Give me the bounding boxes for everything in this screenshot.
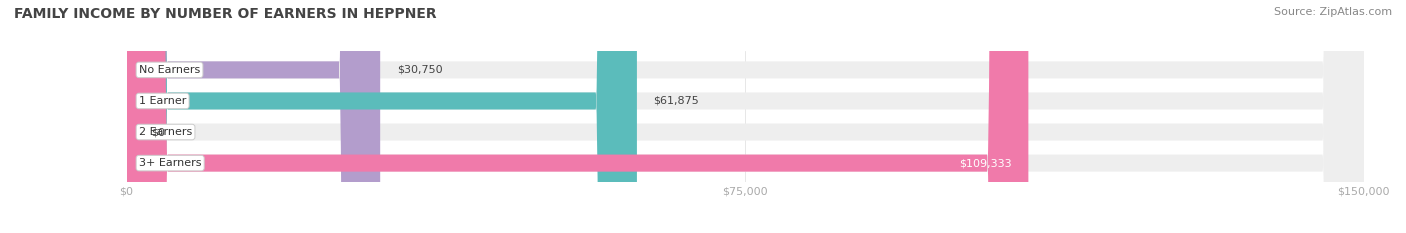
FancyBboxPatch shape bbox=[127, 0, 1028, 233]
Text: $30,750: $30,750 bbox=[396, 65, 443, 75]
Text: 2 Earners: 2 Earners bbox=[139, 127, 193, 137]
FancyBboxPatch shape bbox=[127, 0, 1364, 233]
Text: 1 Earner: 1 Earner bbox=[139, 96, 186, 106]
Text: 3+ Earners: 3+ Earners bbox=[139, 158, 201, 168]
FancyBboxPatch shape bbox=[127, 0, 637, 233]
Text: $0: $0 bbox=[152, 127, 166, 137]
FancyBboxPatch shape bbox=[127, 0, 1364, 233]
FancyBboxPatch shape bbox=[127, 0, 1364, 233]
Text: Source: ZipAtlas.com: Source: ZipAtlas.com bbox=[1274, 7, 1392, 17]
Text: No Earners: No Earners bbox=[139, 65, 200, 75]
FancyBboxPatch shape bbox=[127, 0, 380, 233]
Text: FAMILY INCOME BY NUMBER OF EARNERS IN HEPPNER: FAMILY INCOME BY NUMBER OF EARNERS IN HE… bbox=[14, 7, 437, 21]
FancyBboxPatch shape bbox=[127, 0, 1364, 233]
Text: $61,875: $61,875 bbox=[654, 96, 699, 106]
Text: $109,333: $109,333 bbox=[959, 158, 1012, 168]
